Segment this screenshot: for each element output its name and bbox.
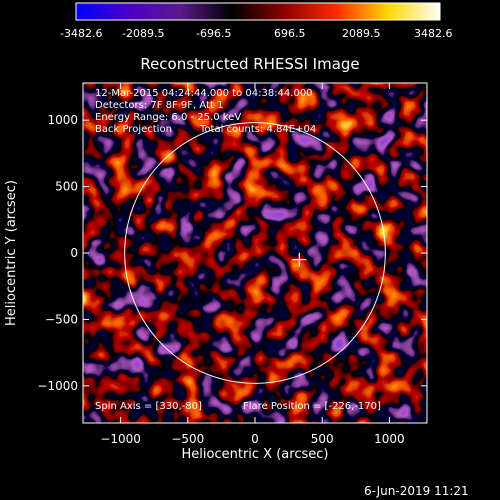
annotation-detectors: Detectors: 7F 8F 9F, Att 1 [95,100,223,111]
colorbar-tick-label: 696.5 [274,27,306,40]
chart-title: Reconstructed RHESSI Image [140,55,359,73]
annotations: 12-Mar-2015 04:24:44.000 to 04:38:44.000… [95,88,381,412]
colorbar-tick-label: -696.5 [196,27,231,40]
x-tick-label: 0 [251,432,259,446]
x-tick-label: 500 [311,432,334,446]
colorbar-tick-label: 2089.5 [342,27,381,40]
annotation-method: Back Projection [95,124,172,135]
x-axis-label: Heliocentric X (arcsec) [182,447,329,462]
y-tick-label: 0 [70,246,78,260]
solar-limb-circle [124,122,386,384]
annotation-energy-range: Energy Range: 6.0 - 25.0 keV [95,112,241,123]
annotation-flare-position: Flare Position = [-226,-170] [243,401,381,412]
x-tick-label: 1000 [374,432,405,446]
annotation-time-range: 12-Mar-2015 04:24:44.000 to 04:38:44.000 [95,88,313,99]
y-tick-label: 500 [55,180,78,194]
colorbar [75,2,441,21]
colorbar-tick-label: 3482.6 [414,27,453,40]
flare-marker-cross [292,252,307,267]
colorbar-tick-label: -3482.6 [60,27,102,40]
annotation-spin-axis: Spin Axis = [330,-80] [95,401,202,412]
heatmap-image [83,83,427,423]
y-tick-label: −1000 [37,379,78,393]
colorbar-tick-label: -2089.5 [122,27,164,40]
x-axis: −1000 −500 0 500 1000 [100,83,405,446]
y-axis-label: Heliocentric Y (arcsec) [4,180,19,326]
x-tick-label: −500 [171,432,204,446]
y-tick-label: 1000 [47,113,78,127]
annotation-total-counts: Total counts: 4.84E+04 [199,124,316,135]
y-tick-label: −500 [45,312,78,326]
x-tick-label: −1000 [100,432,141,446]
colorbar-ticks: -3482.6 -2089.5 -696.5 696.5 2089.5 3482… [60,27,453,40]
y-axis: −1000 −500 0 500 1000 [37,113,427,393]
plot-timestamp: 6-Jun-2019 11:21 [364,484,469,498]
